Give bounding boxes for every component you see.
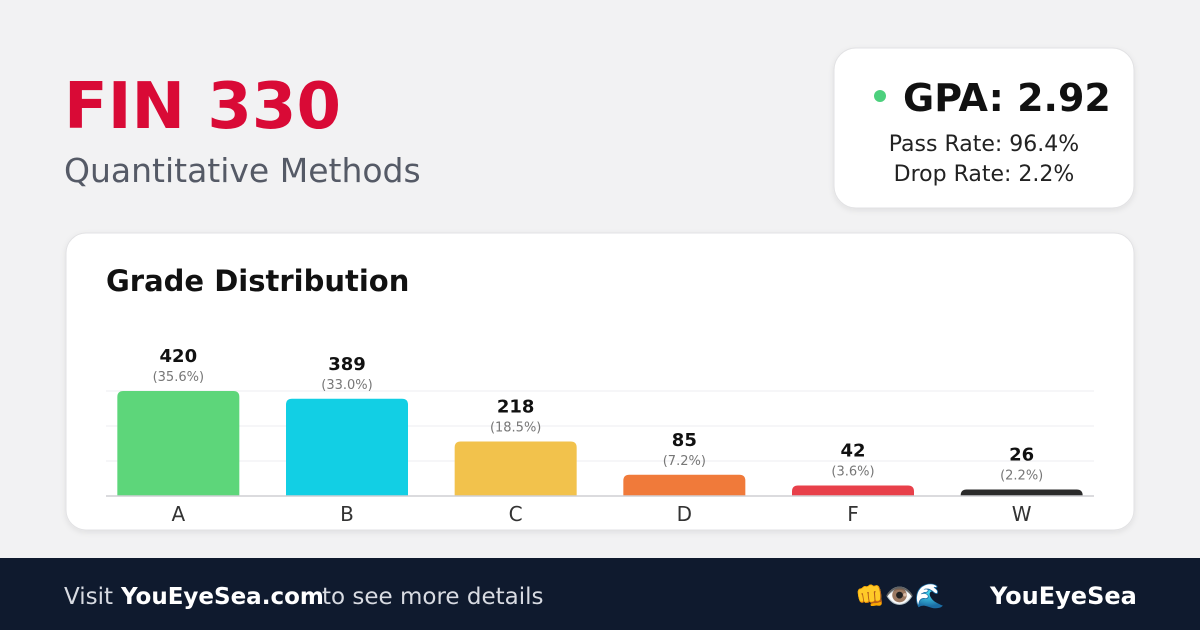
gpa: GPA: 2.92 [903,76,1111,120]
status-dot [874,90,886,102]
value-label: 389 [328,354,366,375]
pass-rate: Pass Rate: 96.4% [889,132,1079,157]
bar [454,441,577,496]
value-label: 26 [1009,445,1034,466]
footer-rest: to see more details [322,584,544,610]
bar [117,391,240,496]
percent-label: (33.0%) [321,378,372,393]
percent-label: (18.5%) [490,421,541,436]
plot: A 420 (35.6%) B 389 (33.0%) C 218 (18.5%) D 85 (7.2… [106,346,1094,526]
brand: YouEyeSea [989,582,1137,610]
course-code: FIN 330 [64,70,341,144]
x-tick-label: B [340,502,354,526]
drop-rate: Drop Rate: 2.2% [894,162,1075,187]
value-label: 218 [497,397,535,418]
course-name: Quantitative Methods [64,151,421,190]
x-tick-label: F [847,502,859,526]
bar [286,398,408,496]
value-label: 85 [672,430,697,451]
chart-title: Grade Distribution [106,264,409,298]
x-tick-label: C [509,502,523,526]
percent-label: (35.6%) [153,370,204,385]
bar [960,489,1083,496]
footer-text: Visit YouEyeSea.com to see more details [64,584,544,610]
percent-label: (3.6%) [831,465,874,480]
gpa-card [833,47,1135,209]
value-label: 420 [160,346,198,367]
footer [0,558,1200,630]
x-tick-label: D [677,502,692,526]
percent-label: (7.2%) [663,454,706,469]
value-label: 42 [840,441,865,462]
x-tick-label: A [171,502,185,526]
footer-site: YouEyeSea.com [120,584,324,610]
x-tick-label: W [1012,502,1032,526]
footer-visit: Visit [64,584,113,610]
brand-icons: 👊👁️🌊 [855,582,945,610]
bar [792,485,914,496]
bar [623,474,746,496]
percent-label: (2.2%) [1000,469,1043,484]
